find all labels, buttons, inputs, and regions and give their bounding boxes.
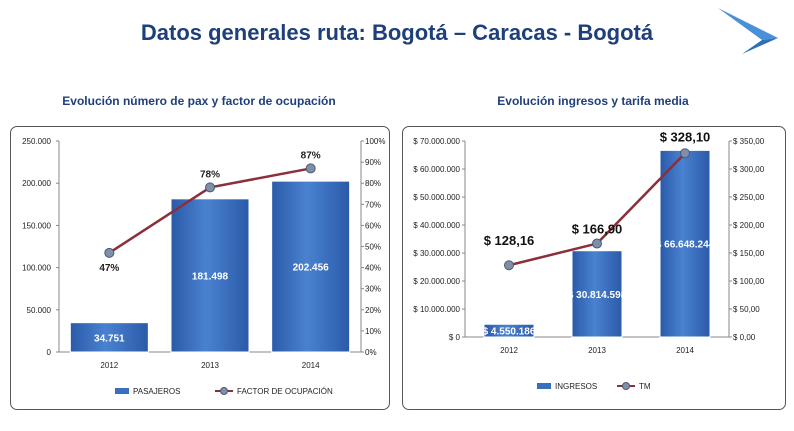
bar-data-label: 202.456 [293,263,330,274]
bar-data-label: 34.751 [94,333,125,344]
y-tick-right-label: $ 150,00 [733,249,765,258]
page-title: Datos generales ruta: Bogotá – Caracas -… [140,20,654,45]
bar [659,149,711,338]
y-tick-right-label: $ 200,00 [733,221,765,230]
y-tick-left-label: $ 20.000.000 [413,277,460,286]
y-tick-left-label: 200.000 [22,179,51,188]
chart-1-title: Evolución número de pax y factor de ocup… [62,94,336,108]
y-tick-right-label: $ 0,00 [733,333,756,342]
x-tick-label: 2013 [201,361,219,370]
bar [69,322,149,353]
y-tick-right-label: 80% [365,179,381,188]
chart-2-title: Evolución ingresos y tarifa media [497,94,689,108]
legend-line-label: FACTOR DE OCUPACIÓN [237,387,333,396]
y-tick-right-label: $ 250,00 [733,193,765,202]
y-tick-right-label: 30% [365,285,381,294]
legend-bar-label: PASAJEROS [133,387,180,396]
legend-bar-swatch [115,388,129,394]
bar-data-label: 181.498 [192,271,229,282]
line-data-label: 47% [99,263,119,274]
line-point [680,148,690,159]
bar [170,198,250,353]
y-tick-right-label: 70% [365,200,381,209]
y-tick-left-label: $ 0 [449,333,461,342]
y-tick-right-label: 100% [365,137,385,146]
y-tick-right-label: $ 300,00 [733,165,765,174]
y-tick-left-label: $ 10.000.000 [413,305,460,314]
y-tick-right-label: 40% [365,264,381,273]
line-data-label: 78% [200,169,220,180]
x-tick-label: 2013 [588,346,606,355]
line-data-label: $ 166,90 [572,222,623,237]
bar-data-label: $ 4.550.186 [483,327,536,338]
x-tick-label: 2012 [100,361,118,370]
chart-1-panel: 0 50.000 100.000 150.000 200.000 250.000 0% 10%… [10,126,390,410]
legend-bar-swatch [537,383,551,389]
y-tick-left-label: 150.000 [22,221,51,230]
bar [571,250,623,338]
bar-data-label: $ 66.648.244 [656,240,715,251]
bar [271,180,351,353]
line-point [104,247,115,258]
line-data-label: 87% [301,150,321,161]
legend-line-marker [220,387,228,395]
y-tick-left-label: $ 30.000.000 [413,249,460,258]
y-tick-right-label: 20% [365,306,381,315]
y-tick-right-label: 10% [365,327,381,336]
line-data-label: $ 328,10 [660,129,711,144]
y-tick-right-label: $ 350,00 [733,137,765,146]
bar [483,323,535,338]
chart-1-svg: 0 50.000 100.000 150.000 200.000 250.000 0% 10%… [22,137,385,396]
y-tick-left-label: $ 50.000.000 [413,193,460,202]
x-tick-label: 2014 [676,346,694,355]
line-point [504,260,514,271]
y-tick-right-label: $ 50,00 [733,305,760,314]
chart-2-svg: $ 0 $ 10.000.000 $ 20.000.000 $ 30.000.000 $… [413,129,765,391]
y-tick-left-label: $ 60.000.000 [413,165,460,174]
bar-data-label: $ 30.814.598 [568,290,627,301]
y-tick-left-label: $ 40.000.000 [413,221,460,230]
legend-line-marker [622,382,630,390]
y-tick-right-label: 50% [365,243,381,252]
y-tick-left-label: 0 [47,348,52,357]
y-tick-left-label: $ 70.000.000 [413,137,460,146]
legend-bar-label: INGRESOS [555,382,597,391]
y-tick-left-label: 50.000 [27,306,52,315]
y-tick-right-label: $ 100,00 [733,277,765,286]
y-tick-left-label: 250.000 [22,137,51,146]
x-tick-label: 2012 [500,346,518,355]
x-tick-label: 2014 [302,361,320,370]
line-point [305,163,316,174]
y-tick-right-label: 0% [365,348,377,357]
line-point [592,238,602,249]
chart-2-panel: $ 0 $ 10.000.000 $ 20.000.000 $ 30.000.000 $… [402,126,786,410]
line-point [205,182,215,193]
line-data-label: $ 128,16 [484,233,535,248]
y-tick-right-label: 90% [365,158,381,167]
logo-icon [718,8,778,54]
legend-line-label: TM [639,382,651,391]
y-tick-right-label: 60% [365,221,381,230]
y-tick-left-label: 100.000 [22,264,51,273]
